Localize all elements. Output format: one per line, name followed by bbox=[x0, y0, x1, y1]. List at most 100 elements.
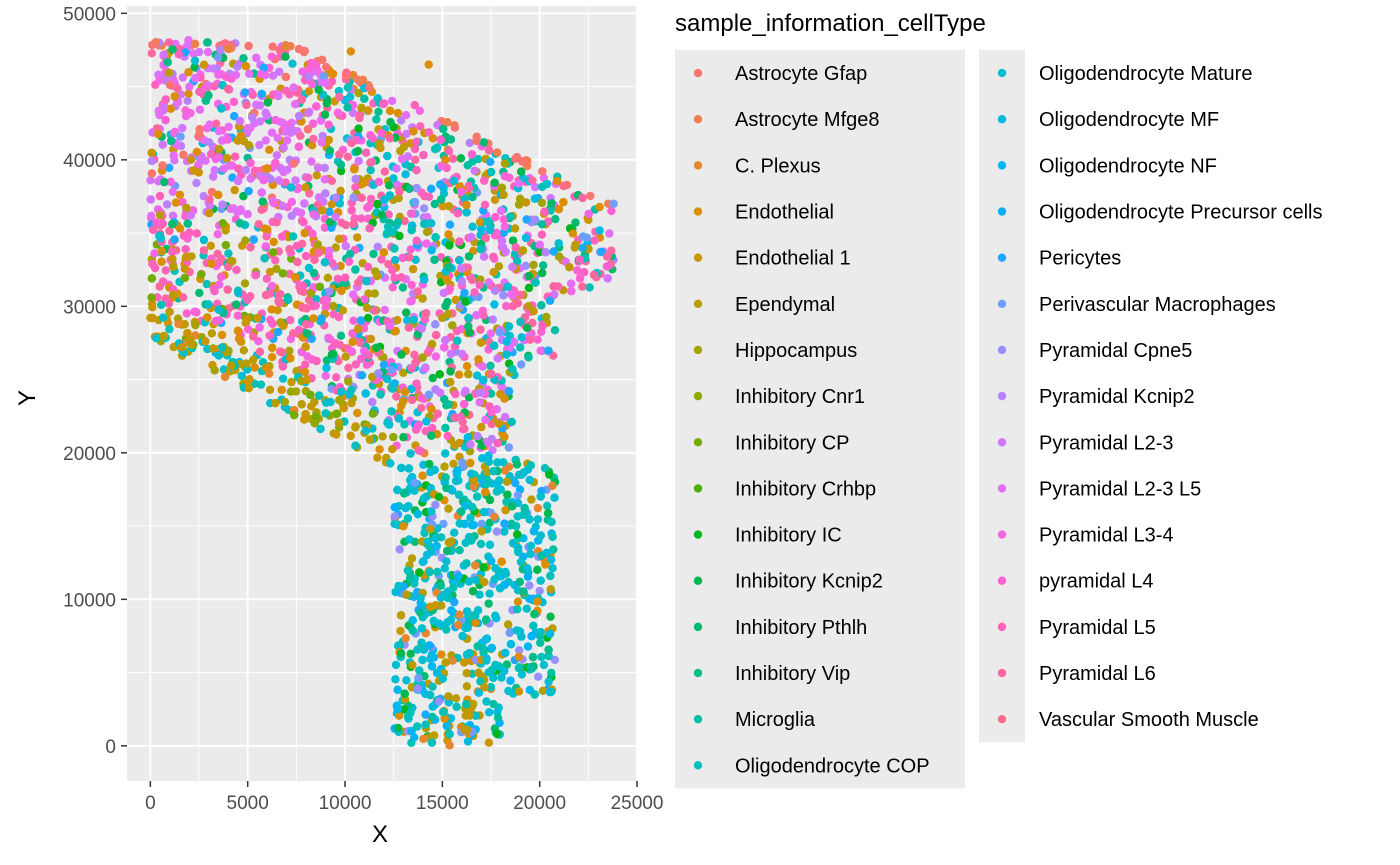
data-point bbox=[465, 711, 474, 720]
data-point bbox=[497, 237, 507, 246]
data-point bbox=[147, 156, 156, 166]
data-point bbox=[526, 541, 536, 550]
data-point bbox=[328, 258, 337, 268]
legend-key bbox=[997, 161, 1007, 170]
data-point bbox=[217, 104, 226, 113]
data-point bbox=[421, 426, 430, 436]
data-point bbox=[488, 446, 497, 455]
data-point bbox=[492, 228, 501, 237]
data-point bbox=[454, 476, 463, 485]
data-point bbox=[595, 202, 604, 212]
data-point bbox=[514, 179, 523, 188]
data-point bbox=[395, 545, 404, 554]
data-point bbox=[293, 257, 302, 267]
data-point bbox=[239, 346, 249, 355]
legend-label: Oligodendrocyte Mature bbox=[1039, 63, 1252, 85]
data-point bbox=[209, 172, 218, 181]
data-point bbox=[214, 152, 224, 162]
data-point bbox=[418, 557, 428, 567]
data-point bbox=[416, 643, 426, 652]
data-point bbox=[414, 673, 423, 683]
data-point bbox=[422, 227, 432, 237]
data-point bbox=[347, 138, 356, 148]
data-point bbox=[450, 413, 459, 422]
data-point bbox=[382, 229, 392, 238]
data-point bbox=[259, 175, 268, 185]
data-point bbox=[446, 349, 456, 358]
data-point bbox=[402, 308, 411, 317]
data-point bbox=[442, 625, 451, 634]
data-point bbox=[255, 140, 264, 150]
data-point bbox=[377, 210, 386, 219]
data-point bbox=[467, 232, 476, 242]
data-point bbox=[320, 175, 329, 184]
data-point bbox=[446, 615, 455, 625]
data-point bbox=[224, 84, 233, 94]
data-point bbox=[462, 725, 472, 735]
data-point bbox=[526, 461, 535, 470]
data-point bbox=[318, 206, 327, 215]
data-point bbox=[537, 652, 546, 662]
data-point bbox=[385, 420, 394, 429]
data-point bbox=[373, 199, 382, 209]
data-point bbox=[545, 629, 555, 638]
data-point bbox=[431, 533, 440, 543]
data-point bbox=[427, 507, 436, 516]
data-point bbox=[319, 72, 328, 81]
data-point bbox=[265, 331, 274, 340]
data-point bbox=[147, 148, 156, 157]
data-point bbox=[521, 198, 531, 207]
data-point bbox=[393, 685, 402, 694]
data-point bbox=[431, 144, 440, 154]
data-point bbox=[244, 186, 253, 196]
data-point bbox=[438, 313, 447, 322]
data-point bbox=[300, 228, 309, 238]
data-point bbox=[412, 379, 421, 388]
data-point bbox=[164, 299, 173, 308]
legend-key bbox=[997, 115, 1007, 124]
data-point bbox=[475, 280, 484, 290]
data-point bbox=[430, 255, 439, 264]
data-point bbox=[455, 546, 464, 555]
legend-label: Perivascular Macrophages bbox=[1039, 294, 1276, 316]
data-point bbox=[331, 193, 341, 203]
data-point bbox=[351, 360, 360, 369]
data-point bbox=[431, 320, 440, 329]
data-point bbox=[462, 669, 471, 678]
data-point bbox=[550, 493, 559, 502]
data-point bbox=[467, 502, 477, 512]
data-point bbox=[501, 648, 510, 658]
data-point bbox=[343, 83, 353, 92]
data-point bbox=[363, 262, 373, 272]
data-point bbox=[354, 324, 363, 334]
legend-label: Pyramidal L5 bbox=[1039, 617, 1156, 639]
data-point bbox=[484, 599, 493, 608]
legend-label: Pyramidal Cpne5 bbox=[1039, 340, 1192, 362]
data-point bbox=[272, 264, 281, 273]
data-point bbox=[410, 197, 420, 207]
data-point bbox=[527, 495, 536, 504]
data-point bbox=[385, 134, 395, 143]
data-point bbox=[571, 240, 580, 250]
data-point bbox=[549, 545, 558, 554]
data-point bbox=[268, 343, 277, 352]
data-point bbox=[415, 666, 424, 675]
data-point bbox=[261, 108, 270, 118]
data-point bbox=[490, 512, 499, 522]
data-point bbox=[500, 527, 509, 536]
data-point bbox=[394, 723, 403, 733]
data-point bbox=[349, 219, 358, 229]
data-point bbox=[150, 249, 159, 258]
data-point bbox=[195, 87, 204, 96]
data-point bbox=[241, 61, 251, 71]
data-point bbox=[527, 632, 536, 641]
data-point bbox=[223, 135, 232, 144]
legend: Astrocyte Gfap Astrocyte Mfge8 C. Plexus En… bbox=[675, 50, 1322, 789]
data-point bbox=[475, 398, 484, 407]
data-point bbox=[545, 296, 555, 305]
data-point bbox=[441, 301, 450, 311]
data-point bbox=[413, 684, 423, 693]
data-point bbox=[241, 236, 250, 245]
data-point bbox=[307, 141, 317, 150]
data-point bbox=[571, 218, 580, 227]
